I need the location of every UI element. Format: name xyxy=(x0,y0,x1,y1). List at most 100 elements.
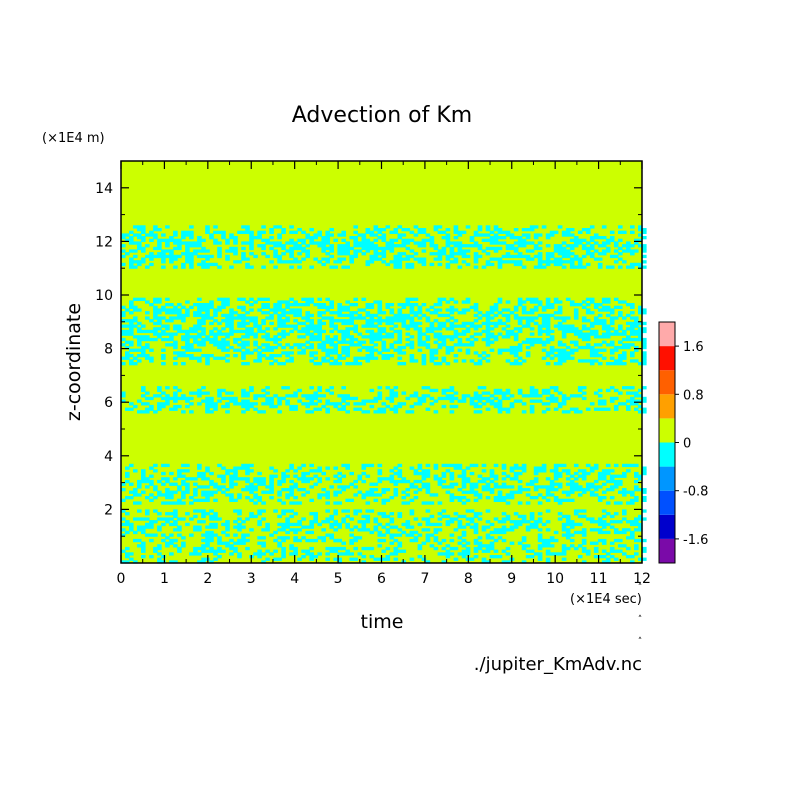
heatmap-cell xyxy=(149,520,154,524)
heatmap-cell xyxy=(377,319,383,323)
heatmap-cell xyxy=(505,359,511,363)
heatmap-cell xyxy=(129,496,134,500)
heatmap-cell xyxy=(245,362,250,366)
heatmap-cell xyxy=(589,354,595,358)
heatmap-cell xyxy=(309,324,314,328)
heatmap-cell xyxy=(217,485,222,489)
heatmap-cell xyxy=(353,396,358,401)
heatmap-cell xyxy=(137,337,142,342)
heatmap-cell xyxy=(241,343,246,347)
heatmap-cell xyxy=(493,463,499,468)
heatmap-cell xyxy=(269,228,274,232)
heatmap-cell xyxy=(253,496,258,500)
heatmap-cell xyxy=(153,394,158,398)
heatmap-cell xyxy=(630,316,635,320)
heatmap-cell xyxy=(573,308,579,312)
heatmap-cell xyxy=(425,533,431,537)
heatmap-cell xyxy=(517,466,523,470)
heatmap-cell xyxy=(341,509,346,513)
heatmap-cell xyxy=(601,520,607,524)
heatmap-cell xyxy=(129,552,134,556)
heatmap-cell xyxy=(630,354,635,358)
heatmap-cell xyxy=(129,463,134,468)
heatmap-cell xyxy=(277,490,282,494)
heatmap-cell xyxy=(393,533,399,537)
heatmap-cell xyxy=(277,399,282,403)
heatmap-cell xyxy=(325,337,330,342)
heatmap-cell xyxy=(349,343,354,347)
heatmap-cell xyxy=(145,335,150,339)
heatmap-cell xyxy=(153,233,158,237)
heatmap-cell xyxy=(453,404,459,409)
heatmap-cell xyxy=(181,252,186,256)
heatmap-cell xyxy=(173,407,178,411)
heatmap-cell xyxy=(577,359,583,363)
heatmap-cell xyxy=(201,485,206,489)
heatmap-cell xyxy=(529,337,535,342)
heatmap-cell xyxy=(425,509,431,513)
heatmap-cell xyxy=(373,254,379,259)
heatmap-cell xyxy=(469,305,475,309)
heatmap-cell xyxy=(225,469,230,473)
heatmap-cell xyxy=(353,557,358,561)
heatmap-cell xyxy=(349,236,354,240)
heatmap-cell xyxy=(189,343,194,347)
heatmap-cell xyxy=(525,555,531,559)
heatmap-cell xyxy=(133,517,138,521)
heatmap-cell xyxy=(301,246,306,251)
heatmap-cell xyxy=(129,241,134,245)
heatmap-cell xyxy=(453,528,459,532)
heatmap-cell xyxy=(125,332,130,336)
heatmap-cell xyxy=(473,305,479,309)
heatmap-cell xyxy=(289,466,294,470)
heatmap-cell xyxy=(561,396,567,401)
heatmap-cell xyxy=(557,244,563,248)
heatmap-cell xyxy=(401,303,407,307)
heatmap-cell xyxy=(181,337,186,342)
heatmap-cell xyxy=(301,257,306,261)
heatmap-cell xyxy=(429,544,435,548)
heatmap-cell xyxy=(145,356,150,360)
heatmap-cell xyxy=(529,522,535,527)
heatmap-cell xyxy=(585,308,591,312)
heatmap-cell xyxy=(601,236,607,240)
heatmap-cell xyxy=(165,402,170,406)
heatmap-cell xyxy=(537,538,543,543)
heatmap-cell xyxy=(273,337,278,342)
heatmap-cell xyxy=(493,228,499,232)
heatmap-cell xyxy=(381,246,387,251)
heatmap-cell xyxy=(545,254,551,259)
heatmap-cell xyxy=(369,230,375,234)
heatmap-cell xyxy=(638,404,643,409)
heatmap-cell xyxy=(433,225,439,229)
heatmap-cell xyxy=(433,530,439,535)
heatmap-cell xyxy=(622,244,627,248)
heatmap-cell xyxy=(201,340,206,344)
heatmap-cell xyxy=(529,225,535,229)
heatmap-cell xyxy=(253,321,258,326)
heatmap-cell xyxy=(141,471,146,476)
heatmap-cell xyxy=(293,496,298,500)
heatmap-cell xyxy=(433,319,439,323)
heatmap-cell xyxy=(281,252,286,256)
heatmap-cell xyxy=(193,549,198,553)
heatmap-cell xyxy=(301,303,306,307)
heatmap-cell xyxy=(381,319,387,323)
heatmap-cell xyxy=(493,555,499,559)
heatmap-cell xyxy=(177,546,182,551)
heatmap-cell xyxy=(365,546,371,551)
heatmap-cell xyxy=(589,311,595,315)
heatmap-cell xyxy=(353,311,358,315)
heatmap-cell xyxy=(217,536,222,540)
heatmap-cell xyxy=(313,520,318,524)
heatmap-cell xyxy=(469,490,475,494)
heatmap-cell xyxy=(581,265,587,269)
heatmap-cell xyxy=(541,391,547,395)
heatmap-cell xyxy=(457,340,463,344)
heatmap-cell xyxy=(197,509,202,513)
heatmap-cell xyxy=(605,308,611,312)
heatmap-cell xyxy=(477,228,483,232)
heatmap-cell xyxy=(265,525,270,529)
heatmap-cell xyxy=(425,560,431,564)
heatmap-cell xyxy=(281,332,286,336)
